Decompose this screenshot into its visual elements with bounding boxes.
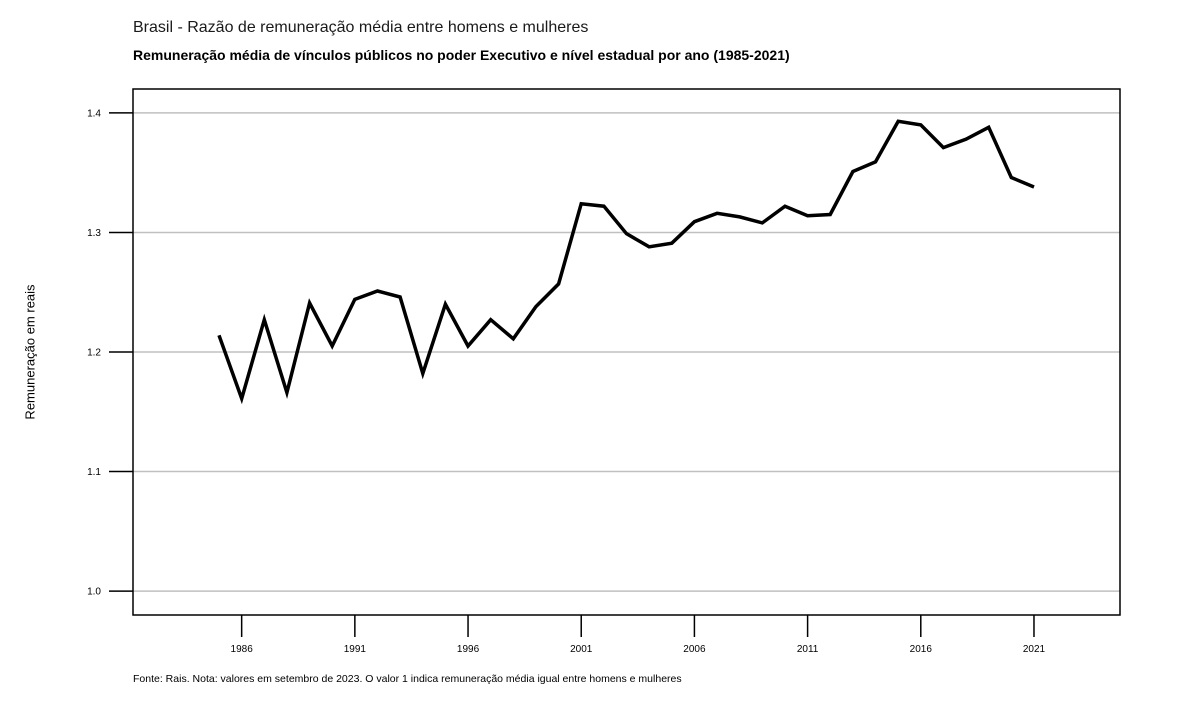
- plot-frame: [132, 88, 1121, 616]
- x-tick-label: 1991: [344, 644, 367, 655]
- gridlines: [133, 112, 1120, 592]
- source-note: Fonte: Rais. Nota: valores em setembro d…: [133, 673, 682, 685]
- x-tick-label: 2006: [683, 644, 706, 655]
- x-tick-label: 2016: [910, 644, 933, 655]
- series-line: [217, 119, 1035, 405]
- x-tick-label: 2001: [570, 644, 593, 655]
- x-tick-label: 1986: [231, 644, 254, 655]
- y-tick-label: 1.3: [87, 228, 101, 239]
- x-tick-label: 2021: [1023, 644, 1046, 655]
- y-tick-label: 1.1: [87, 467, 101, 478]
- axes: 1.0 1.1 1.2 1.3 1.4 1986 1991 1996 2001 2006 2011 2…: [87, 108, 1045, 655]
- x-tick-label: 2011: [797, 644, 819, 655]
- series-layer: [217, 119, 1035, 405]
- x-tick-label: 1996: [457, 644, 480, 655]
- chart-subtitle: Remuneração média de vínculos públicos n…: [133, 47, 790, 63]
- y-tick-label: 1.0: [87, 587, 101, 598]
- y-tick-label: 1.2: [87, 348, 101, 359]
- y-tick-label: 1.4: [87, 108, 101, 119]
- chart-title: Brasil - Razão de remuneração média entr…: [133, 19, 589, 36]
